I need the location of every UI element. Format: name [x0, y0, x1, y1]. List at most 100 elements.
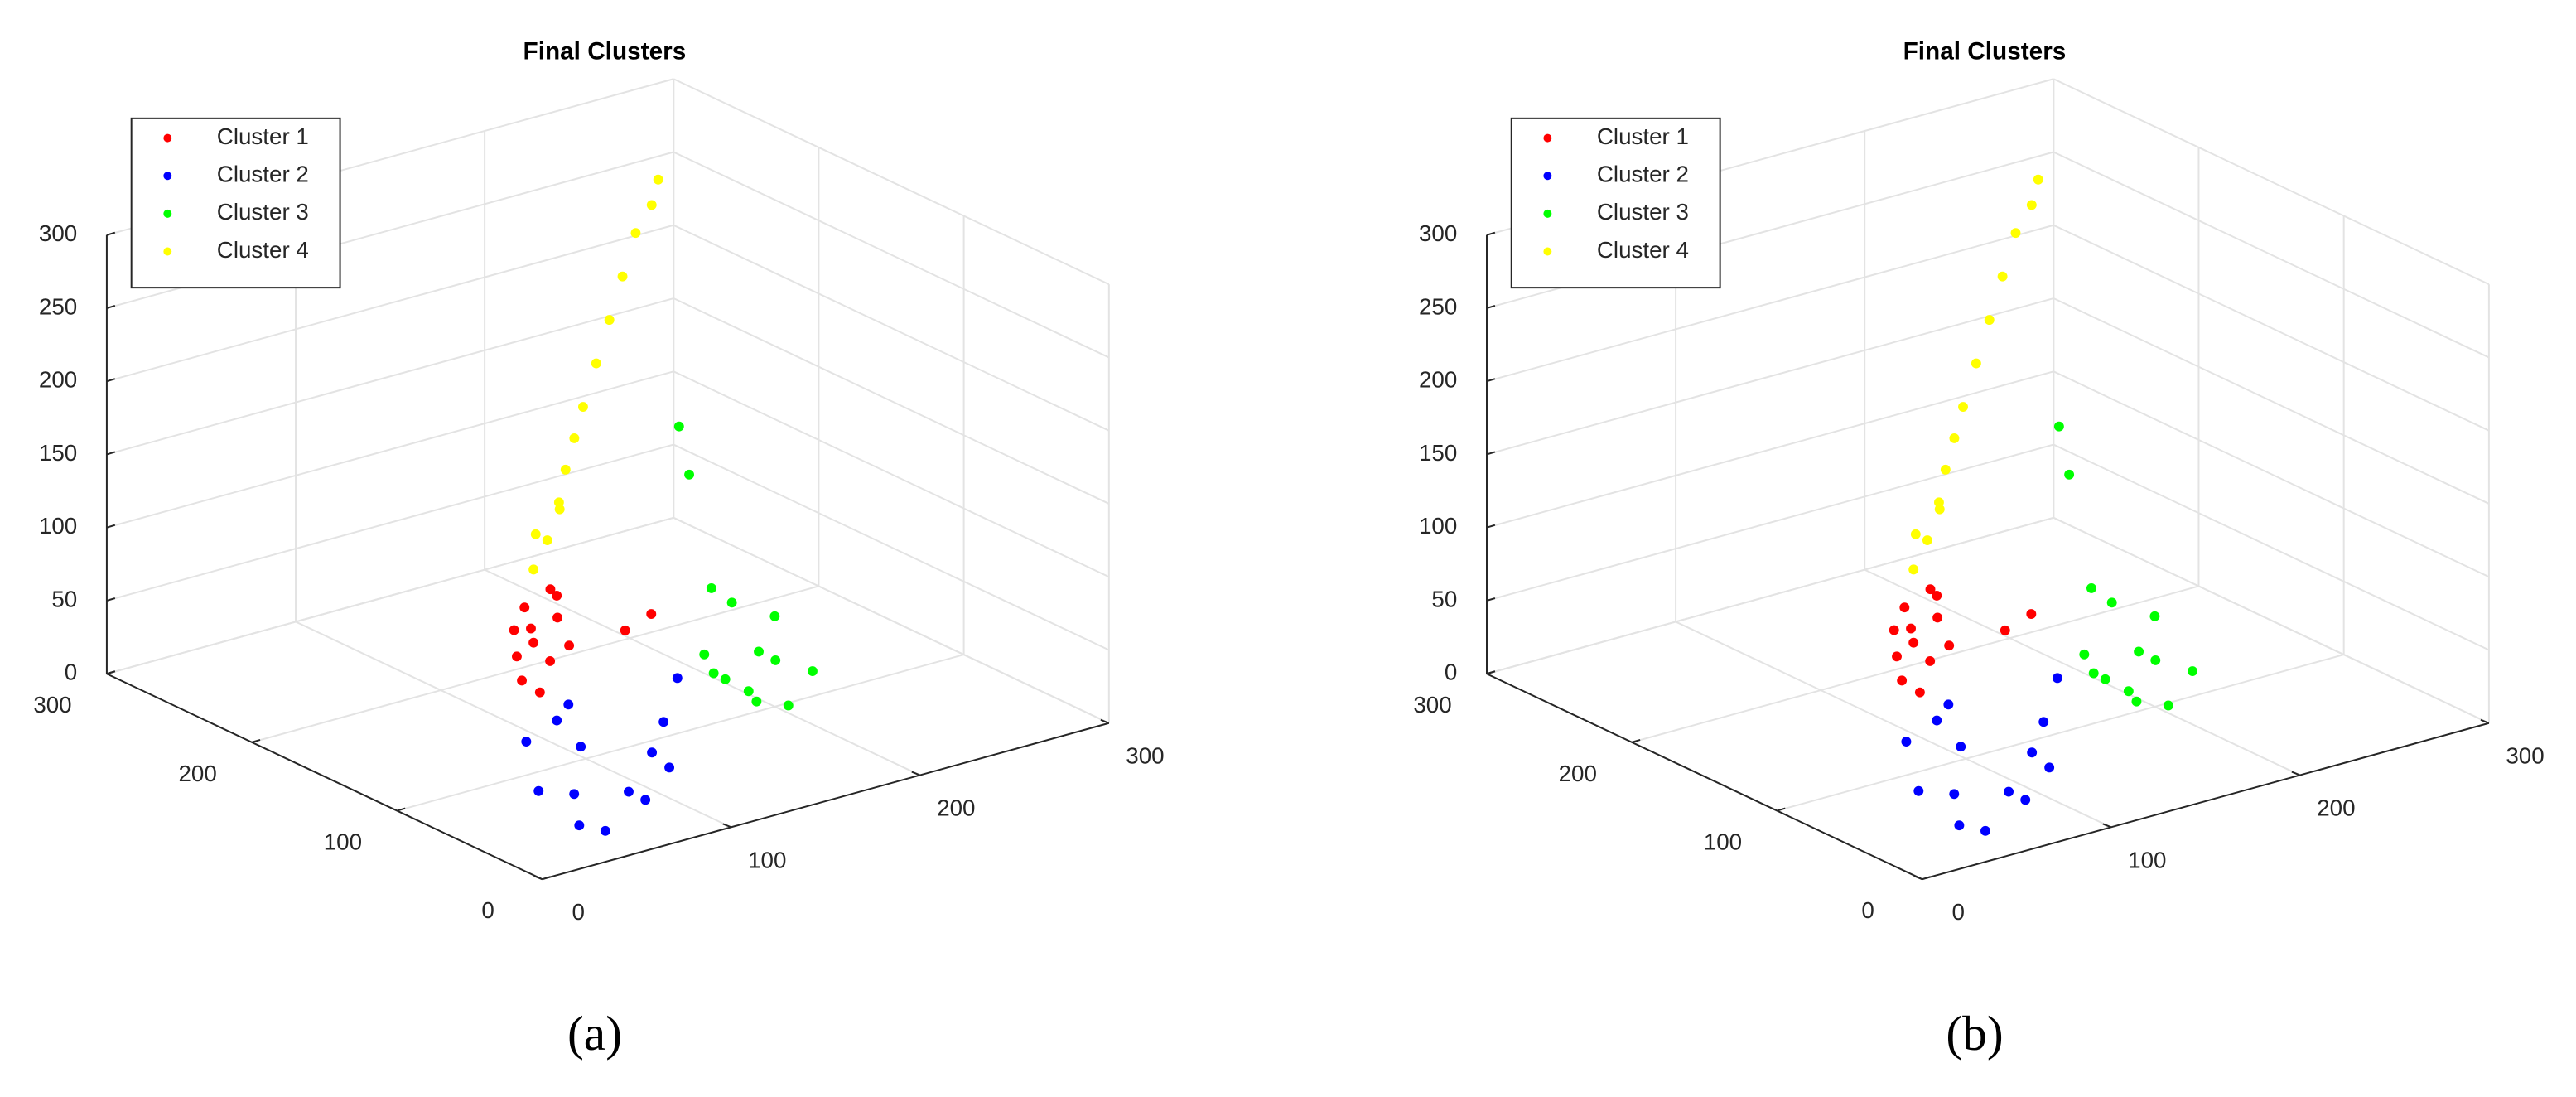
data-point — [569, 433, 580, 443]
data-point — [563, 699, 574, 710]
data-point — [673, 421, 684, 432]
data-point — [1954, 820, 1965, 831]
tick-mark — [911, 771, 921, 776]
tick-mark — [106, 670, 116, 675]
tick-mark — [1486, 670, 1496, 675]
data-point — [519, 602, 530, 613]
data-point — [769, 611, 780, 621]
data-point — [754, 646, 764, 657]
grid-line — [106, 370, 674, 529]
y-tick-label: 300 — [33, 692, 71, 718]
y-tick-label: 0 — [481, 897, 494, 923]
data-point — [509, 625, 519, 635]
legend-marker — [163, 172, 172, 181]
caption: (a) — [567, 1006, 622, 1061]
z-tick-label: 300 — [1419, 220, 1457, 246]
y-axis — [1486, 673, 1923, 881]
z-tick-label: 0 — [1445, 660, 1457, 685]
grid-line — [673, 151, 1110, 359]
y-tick-label: 100 — [324, 829, 362, 855]
chart-title: Final Clusters — [1903, 37, 2067, 65]
grid-line — [1486, 516, 2054, 675]
grid-line — [673, 224, 1110, 432]
data-point — [1949, 789, 1960, 800]
x-tick-label: 100 — [748, 847, 786, 872]
legend-marker — [1543, 133, 1552, 143]
grid-line — [673, 370, 1110, 578]
legend-marker — [1543, 172, 1552, 181]
z-tick-label: 200 — [39, 367, 77, 393]
data-point — [2010, 228, 2021, 239]
data-point — [1940, 464, 1951, 475]
grid-line — [1486, 297, 2054, 456]
legend-marker — [163, 247, 172, 256]
tick-mark — [397, 807, 406, 812]
data-point — [1908, 637, 1919, 648]
grid-line — [2053, 370, 2490, 578]
data-point — [530, 529, 541, 539]
data-point — [658, 717, 669, 727]
data-point — [664, 762, 675, 773]
x-axis — [542, 722, 1110, 881]
data-point — [1925, 655, 1936, 666]
grid-line — [484, 568, 921, 776]
data-point — [2038, 717, 2049, 727]
data-point — [2044, 762, 2055, 773]
data-point — [726, 597, 737, 608]
grid-line — [1864, 568, 2301, 776]
x-tick-label: 300 — [1126, 743, 1164, 769]
data-point — [1949, 433, 1960, 443]
chart-title: Final Clusters — [523, 37, 687, 65]
tick-mark — [2291, 771, 2301, 776]
grid-line — [106, 224, 674, 383]
z-tick-label: 50 — [51, 586, 77, 611]
y-tick-label: 200 — [1559, 761, 1597, 786]
data-point — [2088, 668, 2099, 679]
z-tick-label: 50 — [1431, 586, 1457, 611]
data-point — [1932, 612, 1943, 623]
legend-box — [130, 117, 341, 289]
data-point — [1892, 651, 1902, 662]
tick-mark — [1922, 876, 1931, 881]
x-tick-label: 200 — [937, 795, 975, 821]
grid-line — [1486, 443, 2054, 602]
data-point — [2004, 786, 2014, 797]
data-point — [684, 469, 694, 480]
tick-mark — [1913, 875, 1922, 881]
data-point — [1922, 535, 1932, 546]
grid-line — [1486, 224, 2054, 383]
tick-mark — [533, 875, 543, 881]
tick-mark — [1486, 378, 1496, 383]
tick-mark — [2480, 718, 2490, 724]
data-point — [630, 228, 641, 239]
data-point — [552, 590, 562, 601]
grid-line — [397, 654, 964, 812]
tick-mark — [1777, 807, 1786, 812]
grid-line — [2053, 516, 2490, 724]
legend-label: Cluster 1 — [217, 123, 309, 149]
data-point — [708, 668, 719, 679]
data-point — [2163, 700, 2173, 711]
data-point — [528, 564, 539, 575]
x-tick-label: 0 — [1952, 899, 1965, 925]
data-point — [617, 271, 628, 282]
grid-line — [673, 443, 1110, 651]
data-point — [564, 640, 575, 651]
data-point — [783, 700, 794, 711]
data-point — [552, 612, 562, 623]
data-point — [1932, 590, 1942, 601]
data-point — [1899, 602, 1910, 613]
y-axis — [106, 673, 543, 881]
data-point — [1908, 564, 1919, 575]
legend-box — [1510, 117, 1721, 289]
data-point — [528, 637, 539, 648]
data-point — [1984, 315, 1995, 326]
y-tick-label: 0 — [1861, 897, 1874, 923]
data-point — [2026, 609, 2037, 620]
data-point — [1906, 623, 1916, 634]
y-tick-label: 300 — [1413, 692, 1451, 718]
data-point — [647, 747, 658, 758]
data-point — [1914, 687, 1925, 698]
grid-line — [1675, 621, 2112, 829]
